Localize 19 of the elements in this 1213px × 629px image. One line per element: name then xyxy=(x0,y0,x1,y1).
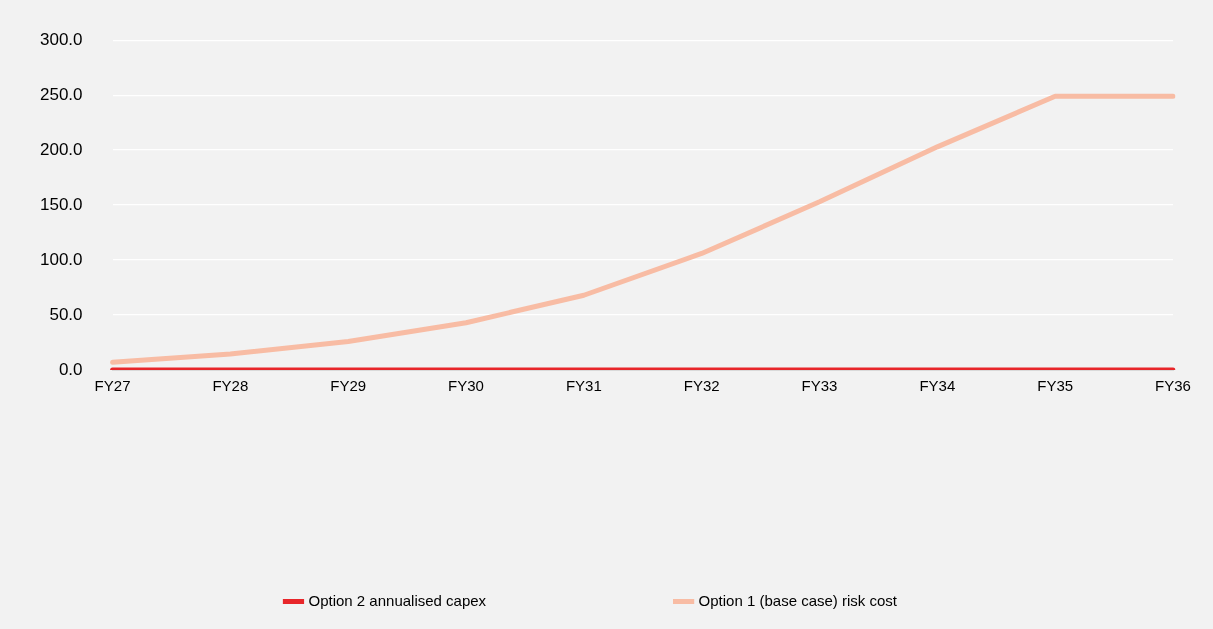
x-tick-label: FY32 xyxy=(683,377,720,395)
x-tick-label: FY36 xyxy=(1155,377,1191,395)
x-tick-label: FY28 xyxy=(212,377,249,395)
legend-label: Option 1 (base case) risk cost xyxy=(698,591,898,609)
y-tick-label: 0.0 xyxy=(58,359,83,379)
x-tick-label: FY33 xyxy=(801,377,838,395)
x-tick-label: FY29 xyxy=(330,377,367,395)
y-tick-label: 150.0 xyxy=(39,194,83,214)
x-tick-label: FY34 xyxy=(919,377,956,395)
legend-label: Option 2 annualised capex xyxy=(308,591,487,609)
y-tick-label: 300.0 xyxy=(39,29,83,49)
x-tick-label: FY31 xyxy=(565,377,602,395)
y-tick-label: 200.0 xyxy=(39,139,83,159)
y-tick-label: 100.0 xyxy=(39,249,83,269)
y-tick-label: 50.0 xyxy=(49,304,83,324)
x-tick-label: FY30 xyxy=(448,377,484,395)
x-tick-label: FY27 xyxy=(94,377,131,395)
y-tick-label: 250.0 xyxy=(39,84,83,104)
x-tick-label: FY35 xyxy=(1037,377,1074,395)
